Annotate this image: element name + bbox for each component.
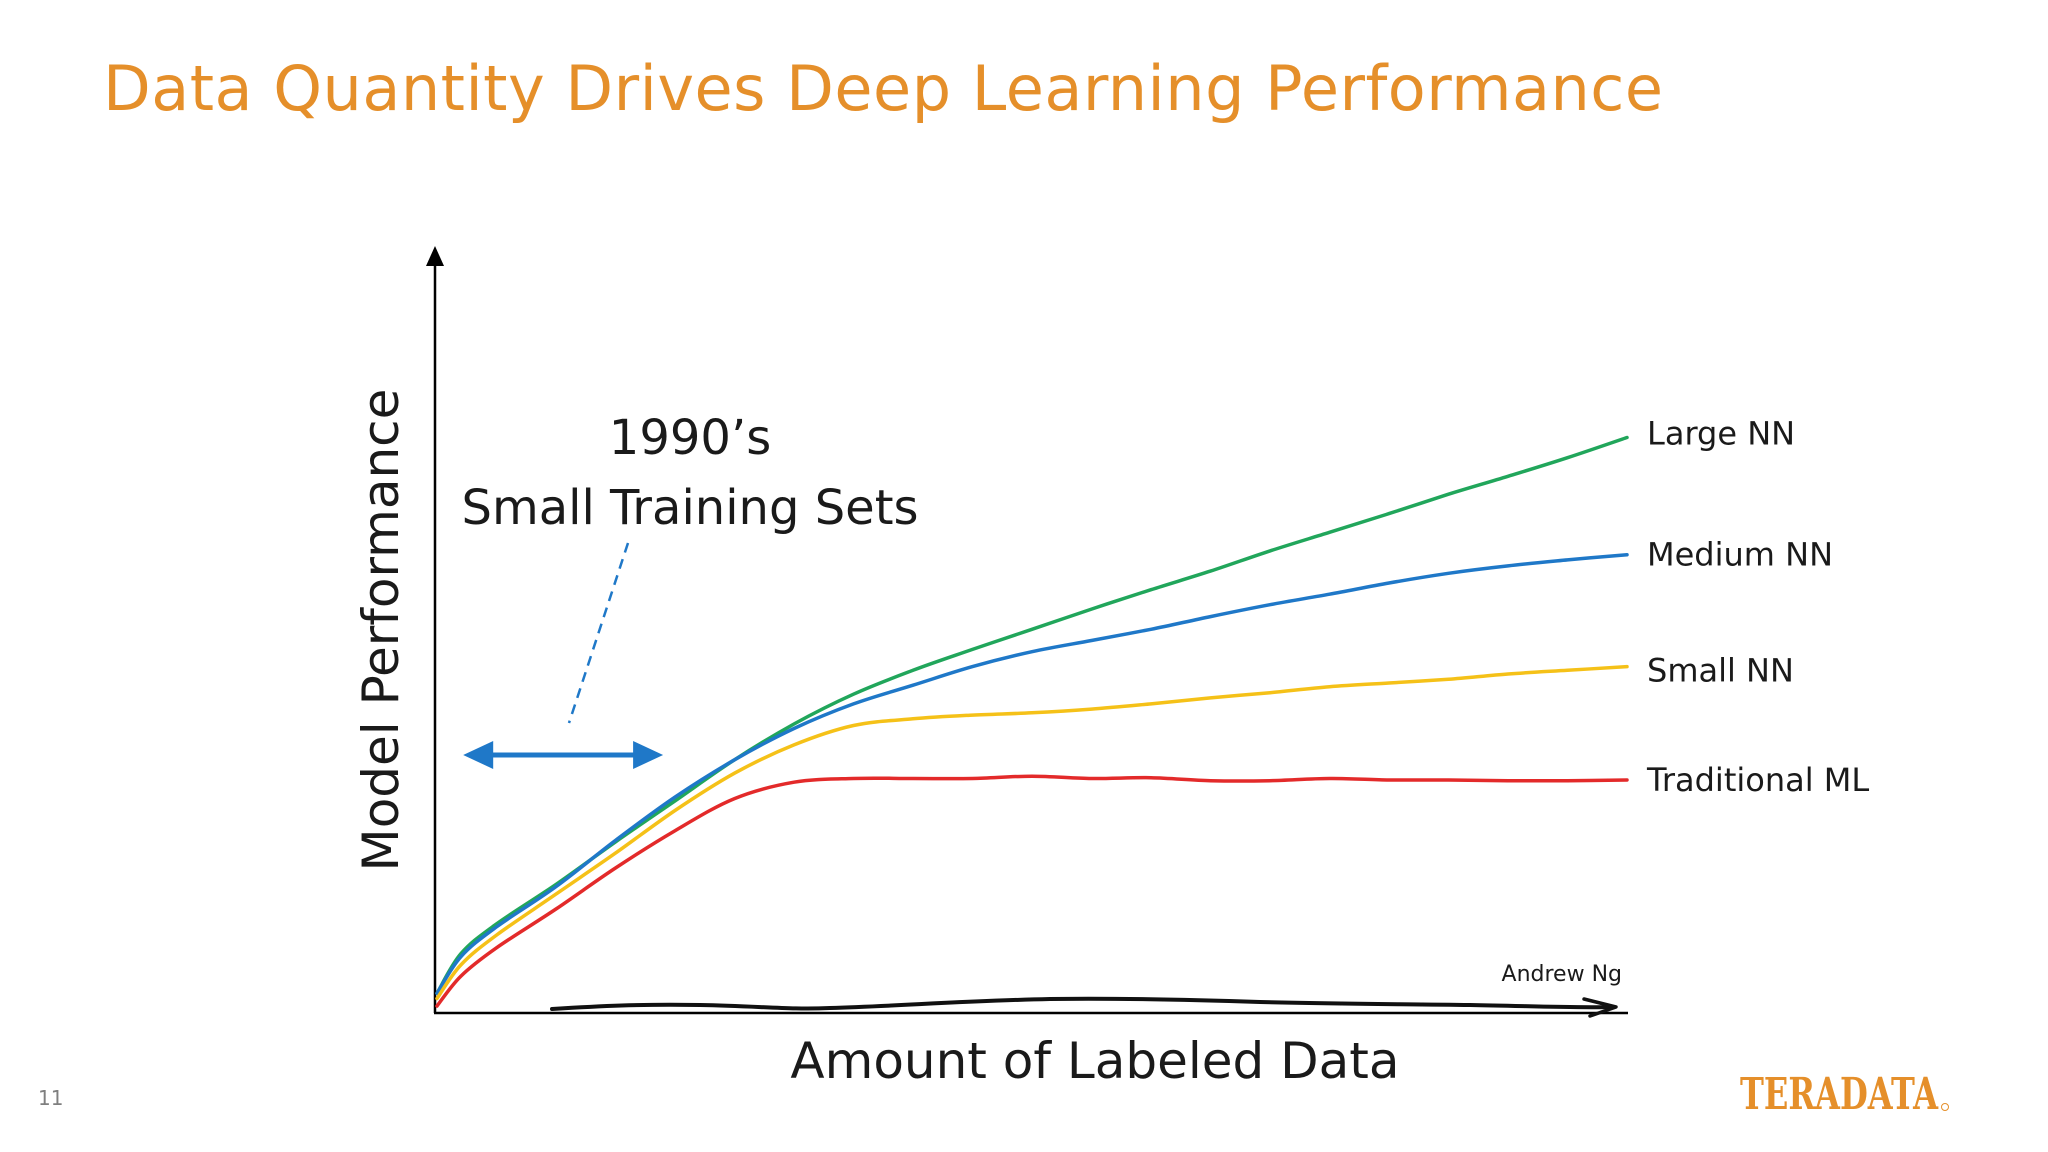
range-arrow-head-right	[633, 741, 664, 769]
range-double-arrow	[463, 741, 664, 769]
series-line-medium-nn	[435, 552, 1629, 996]
series-group: Large NN Medium NN Small NN Traditional ML	[435, 415, 1869, 1008]
y-axis-arrowhead	[426, 246, 444, 266]
slide-number: 11	[38, 1086, 64, 1110]
teradata-logo: TERADATA	[1740, 1069, 1949, 1120]
hand-drawn-arrow-head	[1582, 997, 1618, 1018]
series-label-traditional-ml: Traditional ML	[1646, 761, 1869, 799]
y-axis-label: Model Performance	[352, 389, 410, 872]
credit-label: Andrew Ng	[1502, 962, 1622, 987]
range-arrow-head-left	[463, 741, 494, 769]
series-label-medium-nn: Medium NN	[1647, 536, 1833, 574]
series-label-small-nn: Small NN	[1647, 652, 1794, 690]
annotation-line-2: Small Training Sets	[461, 480, 918, 536]
annotation-line-1: 1990’s	[609, 410, 771, 466]
x-axis-label: Amount of Labeled Data	[790, 1032, 1399, 1090]
hand-drawn-arrow	[550, 996, 1614, 1011]
slide-title: Data Quantity Drives Deep Learning Perfo…	[103, 52, 1664, 125]
annotation-leader-line	[567, 542, 630, 724]
series-line-traditional-ml	[435, 774, 1629, 1008]
series-label-large-nn: Large NN	[1647, 415, 1795, 453]
logo-registered-mark	[1941, 1103, 1949, 1111]
series-line-small-nn	[435, 664, 1629, 1001]
logo-wordmark: TERADATA	[1740, 1069, 1939, 1120]
